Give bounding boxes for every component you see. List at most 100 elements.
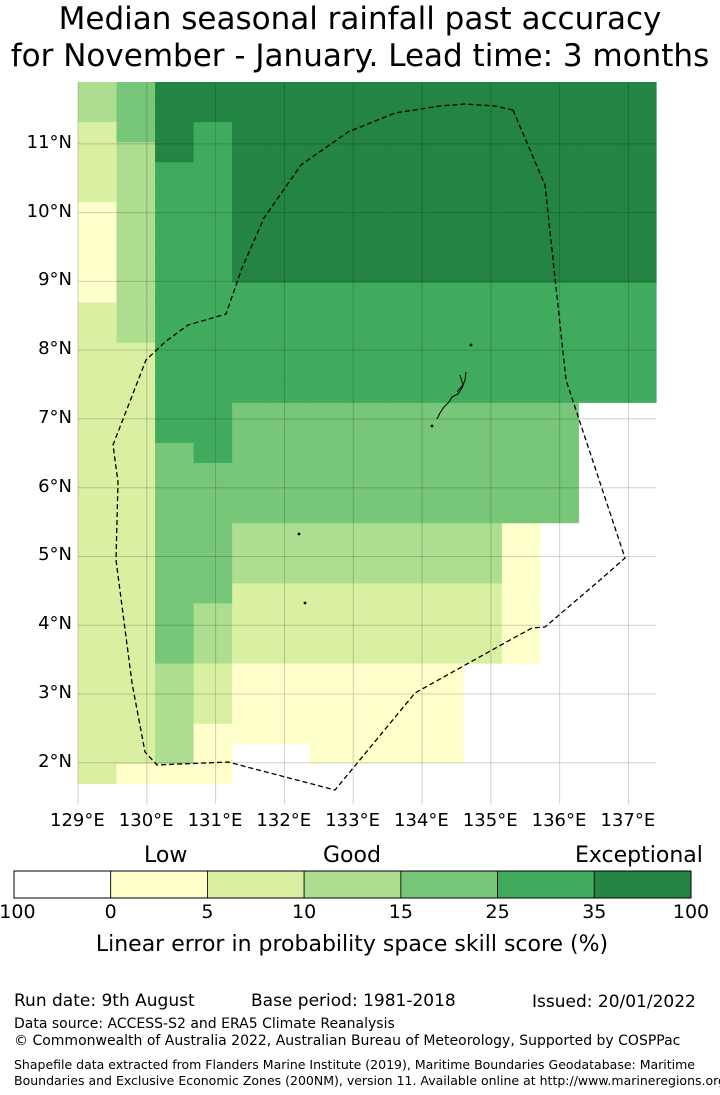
grid-cell: [424, 142, 464, 163]
legend-category-exceptional: Exceptional: [575, 843, 703, 868]
legend-colorbar: [13, 870, 692, 899]
grid-cell: [424, 342, 464, 364]
grid-cell: [578, 723, 619, 745]
grid-cell: [540, 182, 580, 203]
grid-cell: [540, 483, 580, 504]
grid-cell: [463, 443, 503, 464]
grid-cell: [540, 82, 580, 103]
grid-cell: [78, 663, 118, 685]
grid-cell: [116, 543, 156, 564]
eez-boundary: [112, 103, 626, 791]
grid-cell: [78, 102, 118, 123]
grid-cell: [347, 643, 387, 665]
grid-cell: [386, 583, 426, 605]
grid-cell: [155, 222, 195, 244]
grid-cell: [463, 322, 503, 344]
grid-cell: [424, 563, 464, 584]
grid-cell: [578, 703, 619, 725]
grid-cell: [578, 463, 619, 484]
grid-cell: [386, 422, 426, 444]
grid-cell: [309, 102, 349, 123]
grid-cell: [463, 362, 503, 384]
grid-cell: [116, 322, 156, 344]
grid-cell: [78, 422, 118, 444]
grid-cell: [540, 242, 580, 264]
grid-cell: [501, 342, 541, 364]
grid-cell: [578, 242, 619, 264]
grid-cell: [270, 563, 310, 584]
grid-cell: [116, 382, 156, 404]
grid-cell: [155, 583, 195, 605]
grid-cell: [347, 242, 387, 264]
run-date: Run date: 9th August: [14, 991, 195, 1011]
grid-cell: [463, 142, 503, 163]
grid-cell: [232, 703, 272, 725]
grid-cell: [116, 763, 156, 785]
grid-cell: [617, 723, 657, 745]
grid-cell: [309, 262, 349, 284]
grid-cell: [347, 663, 387, 685]
grid-cell: [193, 122, 233, 143]
grid-cell: [78, 182, 118, 203]
grid-cell: [424, 82, 464, 103]
grid-cell: [617, 222, 657, 244]
grid-cell: [617, 503, 657, 524]
grid-cell: [270, 483, 310, 504]
grid-cell: [78, 483, 118, 504]
grid-cell: [232, 182, 272, 203]
grid-cell: [501, 222, 541, 244]
grid-cell: [347, 563, 387, 584]
grid-cell: [155, 543, 195, 564]
grid-cell: [463, 463, 503, 484]
grid-cell: [78, 362, 118, 384]
grid-cell: [116, 743, 156, 765]
grid-cell: [617, 122, 657, 143]
grid-cell: [193, 262, 233, 284]
grid-cell: [386, 523, 426, 544]
colorbar-swatch: [400, 870, 498, 899]
grid-cell: [232, 723, 272, 745]
grid-cell: [386, 483, 426, 504]
latitude-label: 4°N: [38, 613, 72, 635]
grid-cell: [386, 443, 426, 464]
grid-cell: [578, 262, 619, 284]
colorbar-swatch: [593, 870, 692, 899]
grid-cell: [116, 703, 156, 725]
grid-cell: [501, 302, 541, 324]
grid-cell: [617, 142, 657, 163]
grid-cell: [540, 162, 580, 183]
grid-cell: [424, 763, 464, 785]
grid-cell: [193, 402, 233, 424]
grid-cell: [540, 743, 580, 765]
grid-cell: [155, 82, 195, 103]
grid-cell: [116, 342, 156, 364]
grid-cell: [424, 703, 464, 725]
grid-cell: [540, 723, 580, 745]
grid-cell: [116, 222, 156, 244]
grid-cell: [347, 142, 387, 163]
grid-cell: [617, 703, 657, 725]
grid-cell: [193, 743, 233, 765]
grid-cell: [617, 563, 657, 584]
grid-cell: [463, 563, 503, 584]
grid-cell: [78, 242, 118, 264]
grid-cell: [78, 162, 118, 183]
grid-cell: [270, 82, 310, 103]
grid-cell: [309, 603, 349, 625]
grid-cell: [193, 362, 233, 384]
grid-cell: [501, 463, 541, 484]
grid-cell: [155, 743, 195, 765]
grid-cell: [309, 723, 349, 745]
grid-cell: [347, 342, 387, 364]
grid-cell: [155, 282, 195, 304]
grid-cell: [463, 122, 503, 143]
issued-date: Issued: 20/01/2022: [532, 992, 696, 1012]
grid-cell: [193, 523, 233, 544]
longitude-label: 131°E: [187, 810, 243, 831]
grid-cell: [78, 783, 118, 805]
grid-cell: [232, 302, 272, 324]
grid-cell: [232, 663, 272, 685]
grid-cell: [540, 603, 580, 625]
grid-cell: [193, 603, 233, 625]
grid-cell: [501, 162, 541, 183]
